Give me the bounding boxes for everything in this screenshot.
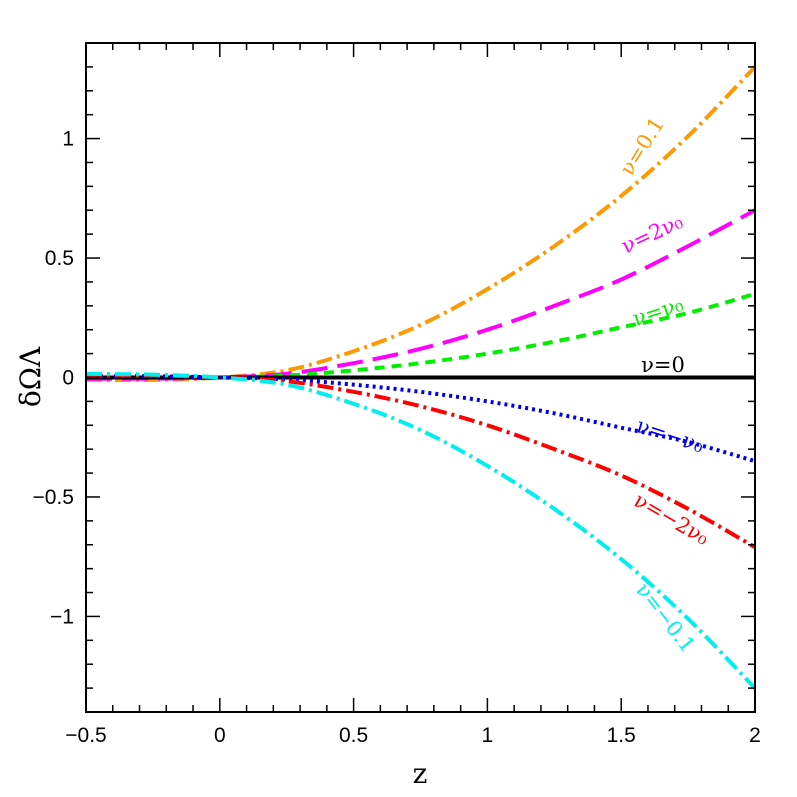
series-label: ν=0.1 (615, 113, 669, 180)
curves (85, 65, 757, 690)
x-tick-label: 2 (749, 724, 761, 747)
x-tick-label: 1.5 (607, 724, 636, 747)
ticks: −0.5 0 0.5 1 1.5 2 −1 −0.5 0 0.5 1 (33, 42, 761, 747)
y-tick-label: 1 (62, 128, 74, 151)
y-tick-label: 0.5 (45, 247, 74, 270)
x-axis-label: z (413, 757, 428, 790)
series-line (85, 374, 756, 464)
y-axis-label: δΩΛ (14, 346, 47, 407)
x-tick-label: 0 (214, 724, 226, 747)
y-tick-label: 0 (62, 367, 74, 390)
series-label: ν=ν₀ (630, 292, 686, 331)
series-label: ν=0 (641, 353, 685, 377)
series-label: ν=−2ν₀ (630, 488, 713, 550)
y-tick-label: −0.5 (33, 486, 74, 509)
series-line (85, 371, 757, 690)
series-label: ν=2ν₀ (618, 209, 687, 258)
x-tick-label: 1 (482, 724, 494, 747)
x-tick-label: −0.5 (65, 724, 106, 747)
series-label: ν=−ν₀ (634, 413, 707, 457)
y-tick-label: −1 (50, 605, 74, 628)
x-tick-label: 0.5 (339, 724, 368, 747)
